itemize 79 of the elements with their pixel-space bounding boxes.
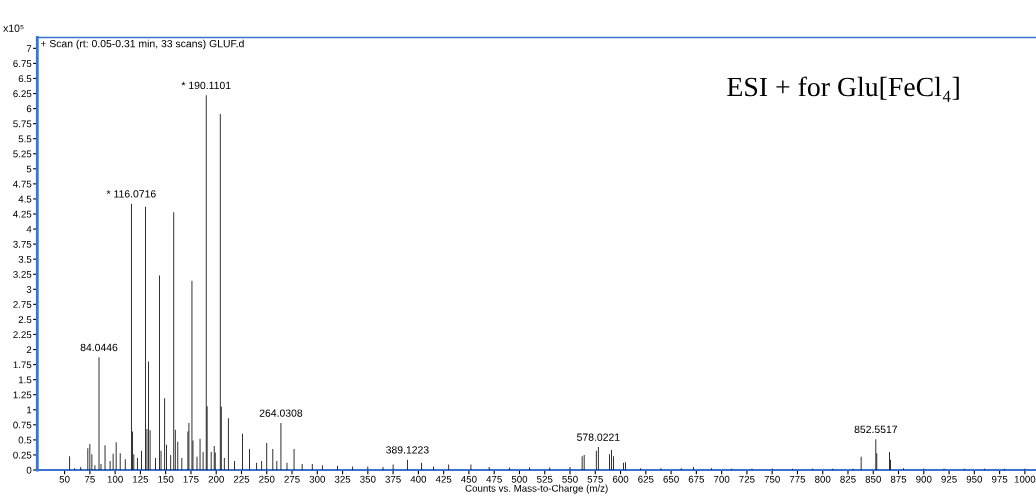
- annotation: 852.5517: [854, 425, 898, 434]
- y-tick-label: 1.5: [18, 376, 32, 384]
- x-tick-label: 550: [562, 475, 578, 483]
- x-tick-label: 575: [587, 475, 603, 483]
- x-tick-label: 400: [410, 475, 427, 483]
- x-tick-label: 750: [764, 475, 780, 483]
- x-tick-label: 325: [334, 475, 351, 483]
- y-tick-label: 1.75: [13, 361, 32, 369]
- annotation: * 190.1101: [181, 81, 231, 90]
- annotation: * 116.0716: [106, 190, 156, 198]
- x-tick-label: 625: [638, 475, 654, 483]
- x-tick-label: 275: [284, 475, 300, 483]
- y-tick-label: 5: [26, 165, 32, 173]
- y-tick-label: 7: [26, 45, 32, 52]
- x-tick-label: 425: [435, 475, 452, 483]
- x-tick-label: 800: [815, 475, 831, 483]
- y-tick-label: 5.25: [13, 150, 32, 158]
- annotation: 578.0221: [577, 433, 620, 441]
- x-tick-label: 725: [739, 475, 755, 483]
- y-tick-label: 3: [26, 286, 32, 293]
- annotation: 84.0446: [80, 343, 118, 352]
- y-tick-label: 3.25: [13, 270, 32, 278]
- x-tick-label: 350: [360, 475, 376, 483]
- x-tick-label: 175: [183, 475, 199, 483]
- y-tick-label: 6.75: [13, 60, 32, 68]
- x-tick-label: 500: [511, 475, 528, 483]
- x-tick-label: 300: [309, 475, 326, 483]
- y-tick-label: 4: [26, 225, 32, 233]
- x-tick-label: 925: [941, 475, 957, 483]
- y-tick-label: 2: [26, 346, 32, 354]
- x-tick-label: 825: [840, 475, 856, 483]
- y-tick-label: 5.5: [18, 135, 32, 143]
- y-tick-label: 5.75: [13, 120, 32, 128]
- x-tick-label: 850: [865, 475, 881, 483]
- y-tick-label: 1.25: [13, 391, 32, 399]
- x-tick-label: 225: [233, 475, 250, 483]
- x-tick-label: 125: [133, 475, 149, 483]
- y-tick-label: 6.5: [18, 75, 32, 83]
- x-tick-label: 975: [991, 475, 1008, 483]
- x-tick-label: 900: [916, 475, 932, 483]
- x-tick-label: 150: [158, 475, 174, 483]
- y-tick-label: 0.5: [18, 436, 32, 444]
- x-tick-label: 475: [486, 475, 502, 483]
- y-tick-label: 2.75: [13, 301, 32, 308]
- x-tick-label: 950: [966, 475, 983, 483]
- annotation: ESI + for Glu[FeCl₄]: [727, 76, 959, 102]
- y-tick-label: 0.75: [13, 421, 32, 429]
- y-tick-label: 2.25: [13, 331, 32, 339]
- x-tick-label: 675: [688, 475, 705, 483]
- text: x10⁵: [3, 24, 24, 32]
- x-tick-label: 375: [385, 475, 401, 483]
- annotation: 264.0308: [259, 409, 303, 417]
- x-tick-label: 75: [84, 475, 95, 483]
- y-tick-label: 2.5: [18, 316, 32, 324]
- x-tick-label: 700: [714, 475, 730, 483]
- y-tick-label: 0.25: [13, 451, 32, 459]
- y-tick-label: 4.25: [13, 210, 32, 218]
- y-tick-label: 0: [26, 466, 32, 474]
- x-tick-label: 875: [890, 475, 907, 483]
- y-tick-label: 6: [26, 105, 32, 113]
- chart-title: + Scan (rt: 0.05-0.31 min, 33 scans) GLUF.d: [40, 39, 244, 50]
- x-tick-label: 200: [208, 475, 224, 483]
- x-tick-label: 450: [461, 475, 477, 483]
- y-tick-label: 6.25: [13, 90, 32, 98]
- y-tick-label: 1: [27, 406, 32, 414]
- x-axis-title: Counts vs. Mass-to-Charge (m/z): [465, 484, 608, 494]
- x-tick-label: 50: [59, 475, 70, 483]
- x-tick-label: 650: [663, 475, 679, 483]
- y-tick-label: 3.5: [18, 255, 32, 263]
- x-tick-label: 250: [259, 475, 275, 483]
- x-tick-label: 100: [107, 475, 123, 483]
- y-tick-label: 4.5: [18, 195, 32, 203]
- annotation: 389.1223: [386, 446, 429, 454]
- x-tick-label: 775: [789, 475, 806, 483]
- y-tick-label: 4.75: [13, 180, 32, 188]
- x-tick-label: 1000: [1014, 475, 1036, 483]
- y-tick-label: 3.75: [13, 240, 32, 248]
- x-tick-label: 525: [537, 475, 553, 483]
- x-tick-label: 600: [612, 475, 629, 483]
